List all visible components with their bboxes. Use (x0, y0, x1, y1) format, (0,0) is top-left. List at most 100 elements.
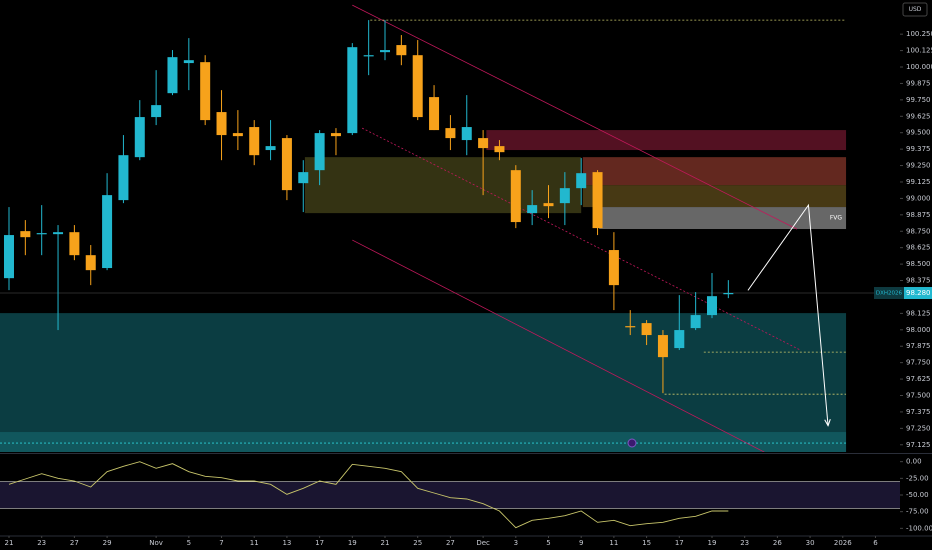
y-tick-label: 100.125 (906, 47, 932, 55)
candle-body (641, 323, 652, 336)
candle-body (3, 235, 14, 279)
currency-box (902, 2, 928, 17)
candle-body (690, 315, 701, 329)
candle-body (527, 205, 538, 214)
candle-body (298, 172, 309, 184)
zone (486, 130, 847, 151)
y-tick-label: 100.250 (906, 30, 932, 38)
candle-body (330, 133, 341, 137)
candle-body (281, 138, 292, 191)
x-tick-label: 17 (675, 539, 684, 547)
candle-body (249, 127, 260, 156)
trend-line (352, 4, 798, 230)
candle-body (118, 155, 129, 201)
candle-body (151, 105, 162, 118)
y-tick-label: 97.625 (906, 375, 931, 383)
candle-body (494, 146, 505, 153)
y-tick-label: 99.500 (906, 129, 931, 137)
candle-body (167, 57, 178, 94)
zone (0, 432, 847, 452)
osc-tick-label: -100.00 (906, 524, 932, 532)
candle-body (20, 231, 31, 238)
candle-body (232, 133, 243, 137)
zone (582, 185, 847, 208)
x-tick-label: 9 (579, 539, 583, 547)
y-tick-label: 97.375 (906, 408, 931, 416)
candle-body (216, 112, 227, 136)
candle-body (576, 173, 587, 189)
y-tick-label: 98.500 (906, 260, 931, 268)
x-tick-label: 13 (282, 539, 291, 547)
candle-body (543, 203, 554, 207)
price-tag-label: 98.280 (906, 289, 931, 297)
trend-line (747, 203, 828, 426)
x-tick-label: 23 (740, 539, 749, 547)
candle-body (102, 195, 113, 269)
y-tick-label: 99.250 (906, 162, 931, 170)
osc-tick-label: -25.00 (906, 474, 929, 482)
price-pane: FVG (0, 4, 900, 452)
x-tick-label: 3 (514, 539, 518, 547)
candle-body (36, 233, 47, 235)
candle-body (657, 335, 668, 358)
y-tick-label: 99.125 (906, 178, 931, 186)
y-tick-label: 99.000 (906, 194, 931, 202)
price-tag (904, 287, 932, 300)
x-tick-label: 5 (187, 539, 191, 547)
y-tick-label: 97.250 (906, 424, 931, 432)
candle-body (396, 45, 407, 56)
y-tick-label: 97.500 (906, 392, 931, 400)
candle-body (363, 55, 374, 57)
y-tick-label: 100.000 (906, 63, 932, 71)
candle-body (445, 128, 456, 139)
y-tick-label: 98.875 (906, 211, 931, 219)
zone-label: FVG (830, 215, 843, 222)
candle-body (429, 97, 440, 131)
osc-tick-label: -50.00 (906, 491, 929, 499)
x-tick-label: 26 (773, 539, 782, 547)
x-tick-label: 30 (806, 539, 815, 547)
x-tick-label: Dec (476, 539, 490, 547)
candle-body (200, 62, 211, 121)
zone (0, 313, 847, 452)
trend-line (361, 127, 801, 351)
candle-body (69, 232, 80, 256)
candle-body (53, 232, 64, 235)
candle-body (674, 330, 685, 349)
zone (582, 157, 847, 186)
x-tick-label: 27 (446, 539, 455, 547)
symbol-label: DXH2026 (876, 291, 903, 297)
y-tick-label: 98.125 (906, 309, 931, 317)
candle-body (478, 138, 489, 149)
y-tick-label: 98.375 (906, 277, 931, 285)
oscillator-line (8, 461, 729, 529)
x-tick-label: 29 (103, 539, 112, 547)
x-tick-label: 7 (219, 539, 223, 547)
currency-label: USD (909, 6, 922, 13)
x-tick-label: 19 (708, 539, 717, 547)
candle-body (183, 60, 194, 64)
x-tick-label: Nov (149, 539, 163, 547)
x-tick-label: 11 (609, 539, 618, 547)
x-tick-label: 19 (348, 539, 357, 547)
candle-body (461, 127, 472, 141)
candle-body (134, 117, 145, 158)
candle-body (265, 146, 276, 151)
y-tick-label: 99.875 (906, 79, 931, 87)
event-marker (627, 438, 637, 448)
x-tick-label: 21 (381, 539, 390, 547)
y-tick-label: 98.000 (906, 326, 931, 334)
candle-body (510, 170, 521, 223)
x-tick-label: 11 (250, 539, 259, 547)
level-band (0, 481, 900, 509)
x-tick-label: 21 (5, 539, 14, 547)
candle-body (347, 47, 358, 134)
x-tick-label: 27 (70, 539, 79, 547)
y-tick-label: 99.625 (906, 112, 931, 120)
candle-body (625, 326, 636, 328)
trend-line (352, 239, 765, 452)
zone (304, 157, 582, 214)
candle-body (314, 133, 325, 171)
x-tick-label: 23 (37, 539, 46, 547)
